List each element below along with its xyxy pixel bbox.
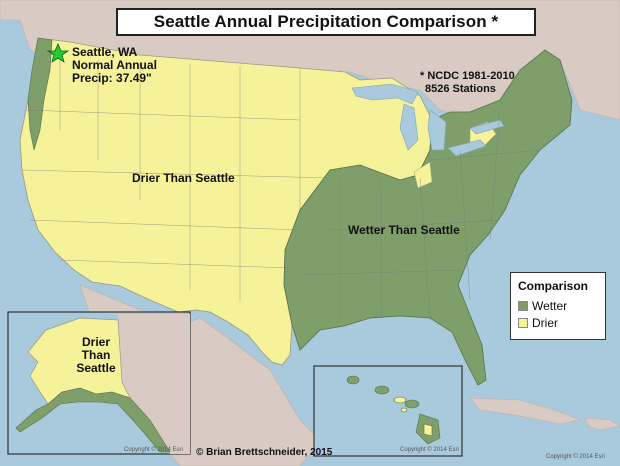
legend-item-wetter: Wetter — [518, 297, 598, 314]
legend-title: Comparison — [518, 279, 589, 293]
wetter-region-pacific-northwest — [27, 37, 53, 151]
cuba-landmass — [469, 397, 582, 425]
ncdc-note-stations: 8526 Stations — [425, 83, 496, 95]
drier-region-west — [19, 37, 433, 366]
seattle-label-normal: Normal Annual — [72, 58, 157, 72]
author-credit: © Brian Brettschneider, 2015 — [196, 447, 333, 458]
esri-credit-main: Copyright © 2014 Esri — [546, 454, 605, 460]
wetter-region-label: Wetter Than Seattle — [348, 223, 460, 237]
great-lakes — [351, 83, 505, 157]
drier-region-label: Drier Than Seattle — [132, 171, 235, 185]
map-legend: Comparison Wetter Drier — [510, 272, 606, 340]
legend-item-drier: Drier — [518, 314, 598, 331]
alaska-wetter-south — [15, 387, 171, 453]
alaska-label-line1: Drier — [81, 335, 110, 349]
seattle-label-city: Seattle, WA — [72, 45, 138, 59]
legend-label-wetter: Wetter — [532, 298, 568, 313]
legend-label-drier: Drier — [532, 315, 558, 330]
legend-swatch-wetter — [518, 300, 528, 311]
alaska-label-line3: Seattle — [76, 361, 116, 375]
canada-in-alaska-inset — [118, 314, 190, 454]
hawaii-inset-frame — [313, 365, 463, 457]
ncdc-note-period: * NCDC 1981-2010 — [420, 70, 515, 82]
seattle-star-icon — [46, 42, 70, 63]
drier-patch-ohio — [413, 161, 433, 189]
alaska-region-label: Drier Than Seattle — [72, 336, 120, 375]
esri-credit-hawaii: Copyright © 2014 Esri — [400, 447, 459, 453]
seattle-label: Seattle, WA Normal Annual Precip: 37.49" — [72, 46, 157, 85]
esri-credit-alaska: Copyright © 2014 Esri — [124, 447, 183, 453]
state-boundaries — [21, 58, 541, 321]
ncdc-note: * NCDC 1981-2010 8526 Stations — [420, 70, 515, 96]
legend-swatch-drier — [518, 317, 528, 328]
hawaii-islands — [346, 375, 441, 445]
map-title: Seattle Annual Precipitation Comparison … — [116, 8, 536, 36]
alaska-label-line2: Than — [81, 348, 111, 362]
hispaniola-landmass — [584, 417, 620, 431]
seattle-label-precip: Precip: 37.49" — [72, 71, 152, 85]
